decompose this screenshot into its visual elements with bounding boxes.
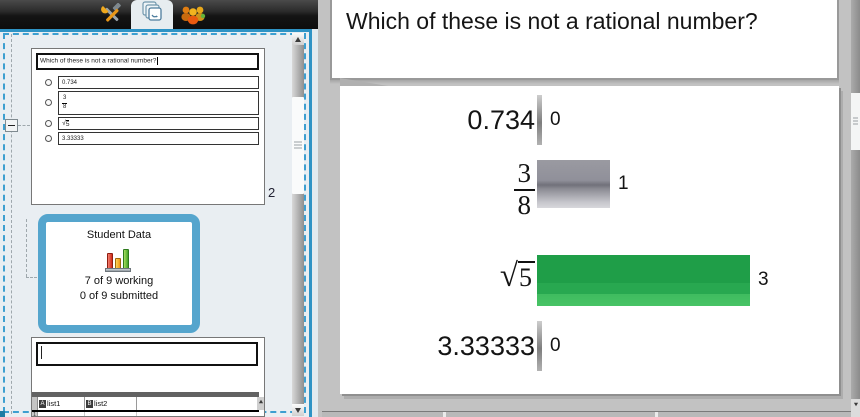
chart-row: √ 5 3 bbox=[340, 250, 839, 310]
thumb-scroll-up-icon bbox=[257, 397, 264, 410]
tree-line bbox=[11, 34, 12, 414]
page-number: 2 bbox=[268, 185, 276, 200]
tools-icon[interactable] bbox=[100, 2, 124, 27]
value-label: 3 bbox=[758, 269, 769, 290]
category-label: 3.33333 bbox=[437, 330, 535, 361]
thumbnail-question-text: Which of these is not a rational number? bbox=[36, 53, 259, 70]
panel-splitter[interactable] bbox=[309, 29, 312, 417]
students-submitted-count: 0 of 9 submitted bbox=[79, 289, 159, 302]
documents-toolbar bbox=[0, 0, 318, 29]
main-scrollbar[interactable] bbox=[851, 0, 860, 399]
thumbnail-table-header: A list1 B list2 bbox=[32, 397, 259, 410]
column-name: list1 bbox=[47, 399, 61, 408]
bar-three-eighths bbox=[537, 160, 610, 208]
axis-tick bbox=[537, 321, 542, 371]
tree-connector bbox=[26, 277, 37, 278]
scroll-corner bbox=[851, 399, 860, 417]
column-letter: A bbox=[39, 399, 46, 408]
column-name: list2 bbox=[94, 399, 108, 408]
chart-row: 0.734 0 bbox=[340, 90, 839, 150]
page-sorter-panel: Which of these is not a rational number?… bbox=[0, 32, 309, 417]
collapse-toggle-icon[interactable] bbox=[5, 119, 18, 132]
value-label: 1 bbox=[618, 173, 629, 194]
radio-icon bbox=[45, 79, 52, 86]
document-view: Which of these is not a rational number?… bbox=[318, 0, 860, 417]
page-shadow bbox=[340, 78, 388, 86]
bottom-strip bbox=[322, 411, 860, 417]
student-data-title: Student Data bbox=[86, 229, 152, 241]
question-box-shadow bbox=[330, 80, 839, 84]
tree-connector bbox=[26, 219, 27, 277]
value-label: 0 bbox=[550, 109, 561, 130]
sidebar-scrollbar-thumb[interactable] bbox=[292, 97, 304, 194]
sidebar-scrollbar[interactable] bbox=[292, 33, 304, 416]
thumbnail-table-top bbox=[32, 392, 259, 397]
category-label: 0.734 bbox=[467, 104, 535, 135]
thumbnail-option: √ 5 bbox=[58, 117, 259, 130]
bar-sqrt5 bbox=[537, 254, 750, 306]
question-text-box: Which of these is not a rational number? bbox=[330, 0, 839, 80]
thumbnail-text-box bbox=[36, 342, 258, 366]
panel-splitter-edge bbox=[312, 29, 318, 417]
main-scrollbar-thumb[interactable] bbox=[851, 93, 860, 150]
value-label: 0 bbox=[550, 335, 561, 356]
chart-row: 3.33333 0 bbox=[340, 316, 839, 376]
thumbnail-option: 3.33333 bbox=[58, 132, 259, 145]
student-data-card[interactable]: Student Data 7 of 9 working 0 of 9 submi… bbox=[38, 214, 200, 333]
radio-icon bbox=[45, 120, 52, 127]
radio-icon bbox=[45, 135, 52, 142]
students-working-count: 7 of 9 working bbox=[84, 275, 154, 287]
panel-accent-line bbox=[0, 29, 318, 32]
column-letter: B bbox=[86, 399, 93, 408]
tree-connector bbox=[18, 125, 30, 126]
page-thumbnail-question[interactable]: Which of these is not a rational number?… bbox=[31, 48, 265, 205]
thumbnail-option: 0.734 bbox=[58, 76, 259, 89]
people-icon[interactable] bbox=[180, 5, 206, 29]
page-thumbnail-lists[interactable]: A list1 B list2 1 bbox=[31, 337, 265, 417]
page-sorter-tab[interactable] bbox=[131, 0, 173, 29]
question-text: Which of these is not a rational number? bbox=[346, 8, 758, 34]
category-label: √ 5 bbox=[340, 259, 535, 293]
axis-tick bbox=[537, 95, 542, 145]
corner-accent bbox=[0, 411, 5, 417]
radio-icon bbox=[45, 99, 52, 106]
scroll-up-arrow-icon[interactable] bbox=[292, 33, 304, 45]
thumbnail-table-row: 1 bbox=[32, 412, 259, 416]
pages-icon bbox=[139, 0, 165, 30]
scroll-down-arrow-icon[interactable] bbox=[292, 404, 304, 416]
bar-chart-icon bbox=[104, 244, 134, 272]
